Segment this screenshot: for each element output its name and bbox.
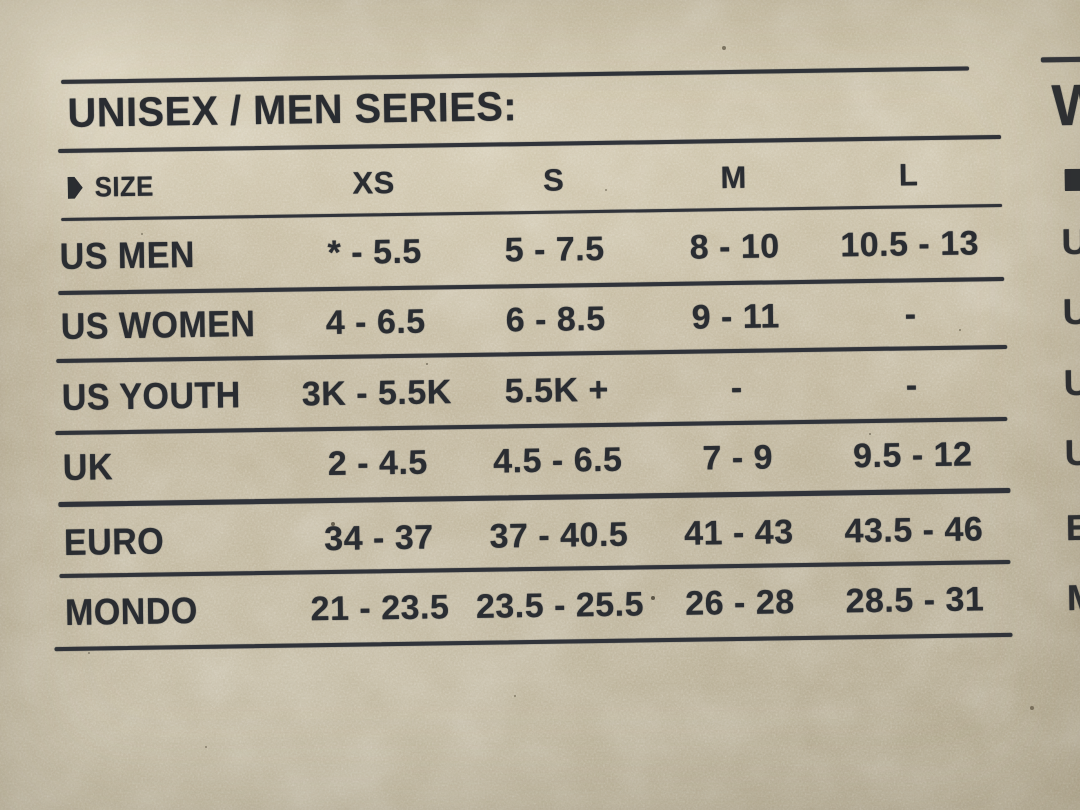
row-label: US YOUTH [61, 374, 242, 418]
adjacent-panel-row-fragment: U [1063, 361, 1080, 404]
rule-adjacent-panel-fragment [1040, 56, 1080, 63]
rule-title-underline [58, 135, 1002, 153]
adjacent-panel-marker-fragment [1064, 168, 1080, 192]
row-label: EURO [63, 520, 165, 563]
cell-us-youth-l: - [905, 366, 918, 405]
row-uk: UK 2 - 4.5 4.5 - 6.5 7 - 9 9.5 - 12 [1, 433, 1080, 489]
rule-uk-underline [58, 487, 1011, 508]
cell-mondo-l: 28.5 - 31 [845, 580, 985, 621]
cell-us-women-l: - [904, 295, 917, 334]
adjacent-panel-row-fragment: U [1061, 220, 1080, 263]
row-mondo: MONDO 21 - 23.5 23.5 - 25.5 26 - 28 28.5… [3, 578, 1080, 634]
row-label: US MEN [59, 233, 196, 277]
rule-header-underline [61, 204, 1003, 221]
row-us-men: US MEN * - 5.5 5 - 7.5 8 - 10 10.5 - 13 [0, 222, 1078, 278]
rule-us-women-underline [56, 344, 1008, 364]
paper-specks [651, 596, 655, 600]
size-marker-icon [68, 177, 83, 199]
header-row: SIZE XS S M L [0, 153, 1077, 209]
column-header-l: L [898, 157, 919, 193]
rule-euro-underline [59, 559, 1011, 579]
row-us-women: US WOMEN 4 - 6.5 6 - 8.5 9 - 11 - [0, 292, 1079, 348]
cell-uk-l: 9.5 - 12 [852, 435, 973, 476]
adjacent-panel-row-fragment: U [1064, 431, 1080, 474]
header-size-label: SIZE [94, 170, 155, 203]
row-label: UK [62, 446, 114, 488]
row-us-youth: US YOUTH 3K - 5.5K 5.5K + - - [0, 363, 1080, 419]
rule-us-men-underline [58, 276, 1005, 296]
rule-mondo-underline [54, 632, 1013, 652]
cell-us-men-l: 10.5 - 13 [840, 224, 980, 265]
row-euro: EURO 34 - 37 37 - 40.5 41 - 43 43.5 - 46 [2, 508, 1080, 564]
adjacent-panel-title-fragment: W [1051, 72, 1080, 139]
cell-euro-l: 43.5 - 46 [844, 510, 984, 551]
rule-top-border [61, 66, 970, 84]
row-label: US WOMEN [60, 303, 256, 347]
row-label: MONDO [64, 589, 199, 633]
adjacent-panel-row-fragment: U [1062, 290, 1080, 333]
adjacent-panel-row-fragment: M [1066, 576, 1080, 619]
panel-title: UNISEX / MEN SERIES: [67, 83, 518, 136]
rule-us-youth-underline [55, 416, 1008, 436]
adjacent-panel-row-fragment: E [1065, 506, 1080, 549]
